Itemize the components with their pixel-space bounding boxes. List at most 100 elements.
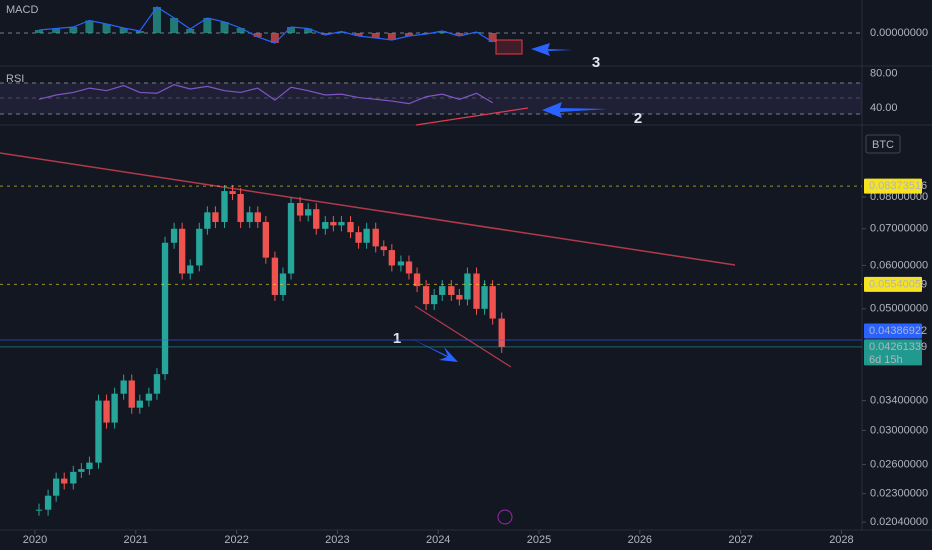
macd-bar	[236, 28, 245, 33]
candle	[413, 273, 421, 287]
countdown: 6d 15h	[869, 354, 903, 366]
y-tick-label: 0.08000000	[870, 191, 928, 203]
macd-bar	[287, 27, 296, 33]
y-tick-label: 0.02300000	[870, 488, 928, 500]
rsi-tick-label: 80.00	[870, 67, 898, 79]
x-tick-label: 2027	[728, 534, 752, 546]
candle	[338, 222, 345, 226]
candle	[271, 257, 279, 295]
candle	[498, 318, 505, 347]
x-tick-label: 2026	[628, 534, 652, 546]
macd-bar	[438, 31, 447, 33]
candle	[262, 222, 270, 258]
macd-bar	[102, 24, 111, 33]
channel-line	[414, 305, 512, 368]
rsi-band	[0, 83, 862, 114]
candle	[473, 273, 480, 309]
annotation: 1	[393, 330, 401, 347]
arrow	[410, 338, 458, 362]
price-tag-label: 0.08373516	[869, 180, 927, 192]
candle	[136, 400, 143, 408]
x-tick-label: 2024	[426, 534, 450, 546]
candle	[296, 202, 304, 216]
candle	[304, 209, 312, 216]
macd-highlight	[495, 39, 523, 55]
candle	[237, 194, 244, 223]
candle	[111, 393, 118, 423]
candle	[95, 400, 102, 463]
candle	[405, 261, 413, 274]
candle	[212, 212, 219, 223]
candle	[388, 250, 396, 266]
candle	[254, 212, 261, 223]
rsi-trend-line	[415, 107, 529, 126]
price-tag	[864, 323, 922, 339]
x-tick-label: 2021	[124, 534, 148, 546]
price-tag-label: 0.04386922	[869, 325, 927, 337]
candle	[204, 212, 211, 229]
candle	[78, 469, 85, 472]
trend-line	[0, 152, 736, 266]
symbol-box	[865, 134, 901, 154]
symbol: BTC	[872, 139, 894, 151]
candle	[347, 222, 354, 233]
x-tick-label: 2028	[829, 534, 853, 546]
macd-bar	[354, 33, 363, 36]
arrow	[531, 43, 573, 56]
y-tick-label: 0.07000000	[870, 223, 928, 235]
candle	[196, 228, 203, 266]
price-tag	[864, 339, 922, 366]
candle	[170, 228, 178, 243]
candle	[456, 294, 463, 300]
x-tick-label: 2023	[325, 534, 349, 546]
rsi-line	[38, 84, 493, 105]
candle	[229, 191, 236, 195]
macd-bar	[337, 31, 346, 33]
macd-bar	[170, 18, 179, 33]
candle	[44, 495, 52, 510]
candle	[313, 209, 320, 229]
candle	[355, 232, 362, 243]
macd-bar	[387, 33, 396, 40]
macd-bar	[52, 28, 61, 33]
candle	[322, 222, 329, 229]
candle	[464, 273, 471, 300]
candle	[161, 242, 169, 375]
candle	[187, 265, 194, 274]
candle	[153, 374, 161, 394]
macd-line	[38, 6, 493, 44]
macd-bar	[69, 27, 78, 33]
macd-bar	[253, 33, 262, 37]
macd-bar	[371, 33, 380, 38]
macd-bar	[488, 33, 497, 42]
price-tag-label: 0.05540059	[869, 278, 927, 290]
macd-bar	[186, 29, 195, 33]
rsi-tick-label: 40.00	[870, 102, 898, 114]
candle	[448, 286, 455, 295]
price-tag	[864, 178, 922, 194]
arrow	[542, 102, 608, 118]
macd-bar	[85, 20, 94, 33]
candle	[397, 261, 405, 266]
candle	[221, 191, 228, 223]
macd-bar	[203, 18, 212, 33]
x-tick-label: 2022	[224, 534, 248, 546]
candle	[380, 246, 387, 251]
candle	[61, 478, 68, 484]
candle	[145, 393, 153, 401]
candle	[70, 471, 77, 484]
y-tick-label: 0.05000000	[870, 303, 928, 315]
y-tick-label: 0.02600000	[870, 458, 928, 470]
candle	[489, 286, 496, 319]
rsi-label: RSI	[6, 73, 24, 85]
macd-bar	[321, 33, 330, 35]
annotation: 2	[634, 110, 642, 127]
macd-bar	[135, 31, 144, 33]
macd-bar	[404, 33, 413, 36]
event-icon[interactable]	[497, 509, 513, 525]
candle	[178, 228, 186, 274]
candle	[363, 228, 370, 243]
macd-bar	[270, 33, 279, 43]
